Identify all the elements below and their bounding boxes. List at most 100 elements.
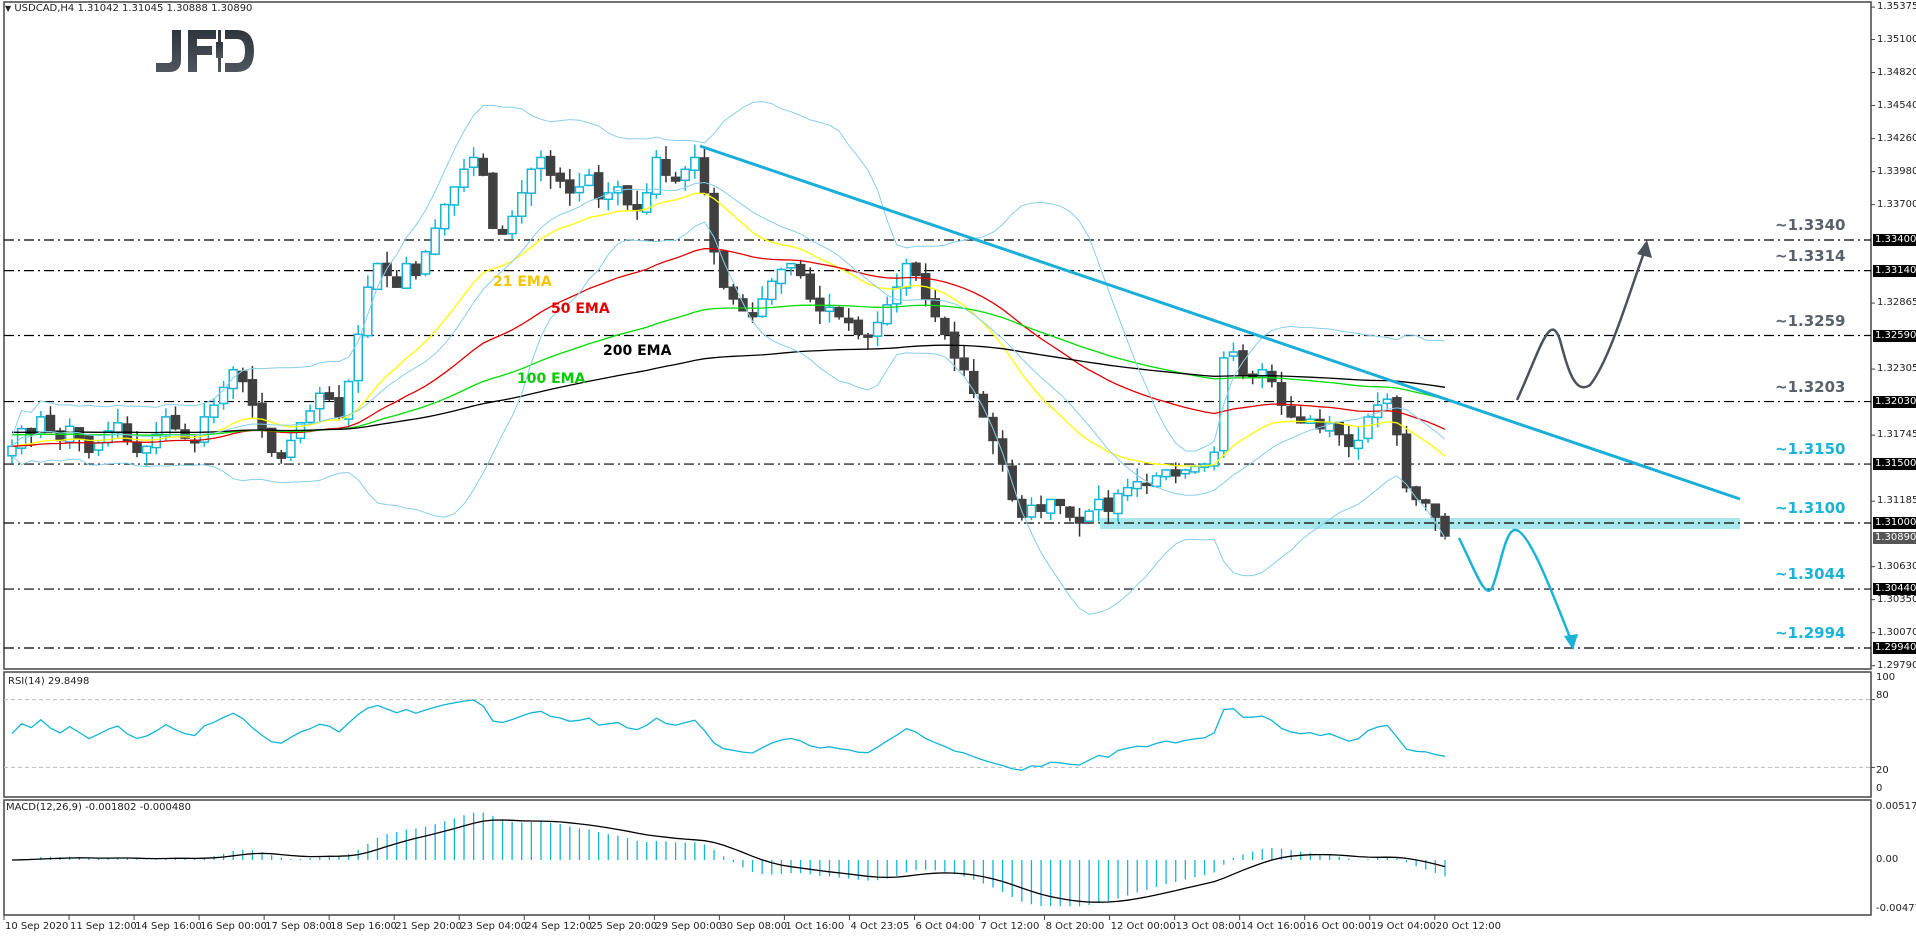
symbol-header: ▼ USDCAD,H4 1.31042 1.31045 1.30888 1.30…	[5, 3, 252, 14]
date-tick: 10 Sep 2020	[5, 921, 69, 932]
date-tick: 1 Oct 16:00	[785, 921, 845, 932]
bear-candle	[997, 438, 1008, 465]
bull-candle	[786, 262, 796, 269]
bull-candle	[680, 168, 690, 182]
bear-candle	[132, 441, 142, 454]
bull-candle	[1324, 422, 1335, 432]
bull-candle	[1132, 480, 1142, 490]
date-tick: 12 Oct 00:00	[1110, 921, 1176, 932]
bull-candle	[507, 215, 517, 235]
macd-tick-zero: 0.00	[1876, 854, 1899, 865]
date-tick: 7 Oct 12:00	[980, 921, 1040, 932]
bear-candle	[565, 179, 575, 194]
bollinger-upper	[11, 100, 1446, 452]
bear-candle	[1286, 405, 1296, 418]
bull-candle	[468, 156, 479, 168]
bull-candle	[901, 262, 912, 289]
bull-candle	[218, 386, 229, 405]
bull-candle	[1257, 368, 1268, 377]
bull-candle	[199, 416, 210, 443]
bull-candle	[430, 227, 440, 255]
date-tick: 25 Sep 20:00	[590, 921, 658, 932]
bear-candle	[1142, 482, 1152, 487]
bull-candle	[1228, 351, 1239, 357]
bear-candle	[709, 192, 719, 253]
price-tick: 1.29790	[1877, 659, 1916, 671]
bear-candle	[940, 317, 950, 336]
date-tick: 4 Oct 23:05	[850, 921, 910, 932]
bull-candle	[228, 368, 238, 390]
price-level-box: 1.32030	[1873, 395, 1916, 408]
bollinger-lower	[11, 221, 1446, 615]
bear-candle	[1276, 382, 1287, 406]
level-label: ~1.3100	[1775, 499, 1846, 517]
price-tick: 1.34820	[1877, 66, 1916, 78]
date-tick: 6 Oct 04:00	[915, 921, 975, 932]
date-tick: 29 Sep 00:00	[655, 921, 723, 932]
rsi-tick-0: 0	[1876, 783, 1883, 794]
rsi-tick-20: 20	[1876, 765, 1889, 776]
bull-candle	[574, 186, 585, 194]
bear-candle	[276, 452, 287, 459]
price-tick: 1.33980	[1877, 165, 1916, 177]
bear-candle	[670, 176, 681, 182]
rsi-tick-100: 100	[1876, 672, 1896, 683]
bull-candle	[343, 380, 354, 420]
bear-candle	[863, 334, 873, 338]
date-tick: 24 Sep 12:00	[525, 921, 593, 932]
date-tick: 19 Oct 04:00	[1370, 921, 1436, 932]
bull-candle	[776, 268, 787, 285]
bear-candle	[497, 228, 508, 235]
macd-title: MACD(12,26,9) -0.001802 -0.000480	[6, 802, 191, 813]
date-tick: 13 Oct 08:00	[1175, 921, 1241, 932]
date-tick: 16 Sep 00:00	[200, 921, 267, 932]
date-tick: 14 Sep 16:00	[135, 921, 202, 932]
level-label: ~1.3044	[1775, 565, 1846, 584]
bull-candle	[1094, 498, 1104, 511]
macd-signal-line	[11, 819, 1446, 903]
bull-candle	[536, 156, 546, 170]
jfd-logo	[154, 28, 258, 78]
bull-candle	[315, 392, 325, 410]
bull-candle	[872, 321, 883, 337]
level-label: ~1.3314	[1775, 246, 1846, 265]
price-level-box: 1.31000	[1873, 517, 1916, 529]
bull-candle	[16, 427, 27, 449]
bear-candle	[805, 273, 815, 300]
downtrend-line[interactable]	[699, 144, 1741, 501]
bear-candle	[1170, 469, 1181, 477]
bull-candle	[767, 280, 777, 301]
bear-candle	[334, 397, 344, 418]
bull-candle	[372, 262, 383, 291]
bear-candle	[853, 319, 864, 336]
bull-candle	[1363, 416, 1373, 440]
bull-candle	[1084, 510, 1094, 522]
date-tick: 20 Oct 12:00	[1435, 921, 1501, 932]
price-tick: 1.31745	[1877, 429, 1916, 441]
dropdown-triangle-icon[interactable]: ▼	[5, 4, 12, 13]
bear-candle	[930, 298, 941, 318]
ema200-line	[12, 344, 1446, 434]
bear-candle	[257, 402, 267, 430]
bear-candle	[391, 276, 402, 288]
bull-candle	[449, 186, 460, 206]
date-tick: 8 Oct 20:00	[1045, 921, 1105, 932]
bull-candle	[305, 410, 315, 424]
macd-panel-frame	[3, 799, 1872, 916]
bull-candle	[113, 422, 123, 434]
price-level-box: 1.29940	[1873, 642, 1916, 654]
bull-candle	[882, 304, 892, 325]
bear-candle	[324, 392, 335, 400]
date-tick: 30 Sep 08:00	[720, 921, 788, 932]
ema-label: 50 EMA	[551, 301, 610, 317]
bear-candle	[1267, 370, 1277, 383]
bear-candle	[968, 370, 979, 395]
symbol-ohlc-text: USDCAD,H4 1.31042 1.31045 1.30888 1.3089…	[14, 3, 253, 14]
bull-candle	[824, 306, 835, 313]
bear-candle	[1036, 504, 1046, 512]
bull-candle	[1190, 465, 1200, 473]
price-level-box: 1.30440	[1873, 583, 1916, 596]
bull-candle	[1382, 398, 1393, 405]
bull-candle	[603, 192, 614, 200]
